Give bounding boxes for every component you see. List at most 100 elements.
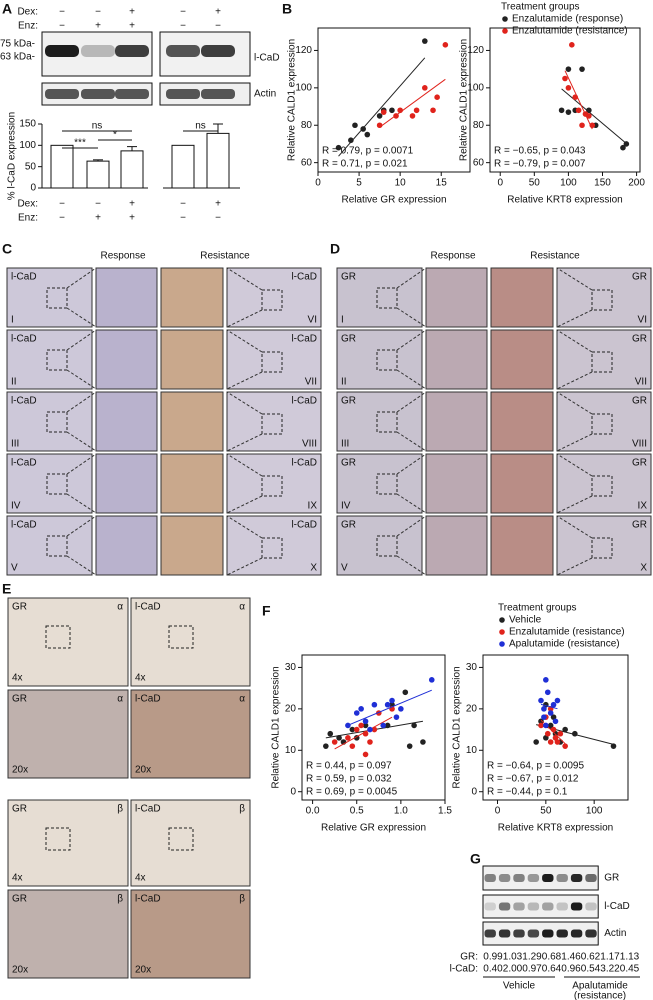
zoom-box xyxy=(376,411,398,433)
micrograph xyxy=(6,391,93,452)
point xyxy=(543,677,549,683)
stain-label: GR xyxy=(632,520,647,531)
bar xyxy=(171,144,195,189)
zoom-box xyxy=(168,827,194,851)
x-tick-label: 0 xyxy=(497,178,503,189)
band xyxy=(81,45,115,57)
magnification: 4x xyxy=(12,873,23,884)
stain-label: GR xyxy=(12,602,27,613)
annotation: R = −0.67, p = 0.012 xyxy=(487,774,579,785)
point xyxy=(558,107,565,114)
zoom-box xyxy=(261,289,283,311)
sample-label: α xyxy=(239,602,245,613)
legend-label: Enzalutamide (resistance) xyxy=(509,627,625,638)
y-tick-label: 0 xyxy=(471,786,477,797)
point xyxy=(565,109,572,115)
point xyxy=(367,739,373,745)
micrograph xyxy=(95,391,158,452)
section-numeral: X xyxy=(640,563,647,574)
band xyxy=(556,902,568,911)
micrograph xyxy=(130,889,251,979)
stain-label: GR xyxy=(341,520,356,531)
treatment-label: Dex: xyxy=(17,199,38,210)
panel-label: B xyxy=(282,1,292,17)
treatment-sign: − xyxy=(95,199,101,210)
micrograph xyxy=(336,515,423,576)
section-numeral: X xyxy=(310,563,317,574)
stain-label: l-CaD xyxy=(135,694,161,705)
rule xyxy=(556,495,593,514)
point xyxy=(353,710,360,716)
fit-line xyxy=(347,689,432,726)
y-tick-label: 120 xyxy=(467,45,484,56)
bar xyxy=(206,132,230,189)
micrograph xyxy=(95,515,158,576)
point xyxy=(442,42,449,48)
band xyxy=(484,929,496,938)
micrograph xyxy=(425,391,488,452)
point xyxy=(371,701,378,708)
y-tick-label: 10 xyxy=(466,745,478,756)
point xyxy=(541,714,547,720)
band xyxy=(527,874,540,882)
rule xyxy=(556,391,593,415)
treatment-sign: − xyxy=(215,21,221,32)
point xyxy=(538,697,544,704)
point xyxy=(389,107,395,114)
point xyxy=(569,42,575,48)
section-numeral: VI xyxy=(308,315,317,326)
rule xyxy=(66,431,97,452)
quant-value: 0.54 xyxy=(581,964,601,975)
point xyxy=(550,726,557,733)
y-axis-label: Relative CALD1 expression xyxy=(287,39,298,161)
rule xyxy=(226,309,263,328)
legend-label: Enzalutamide (resistance) xyxy=(512,26,628,37)
point xyxy=(586,113,592,119)
significance: ns xyxy=(195,121,206,132)
x-tick-label: 150 xyxy=(594,178,611,189)
fit-line xyxy=(379,78,446,128)
y-tick-label: 100 xyxy=(19,140,36,151)
stain-label: GR xyxy=(341,458,356,469)
stain-label: l-CaD xyxy=(11,396,37,407)
point xyxy=(409,113,416,119)
stain-label: l-CaD xyxy=(11,458,37,469)
y-tick-label: 0 xyxy=(30,183,36,194)
treatment-sign: − xyxy=(59,213,65,224)
x-tick-label: 0 xyxy=(315,178,321,189)
section-numeral: VI xyxy=(638,315,647,326)
rule xyxy=(66,493,97,514)
plot-frame xyxy=(482,654,629,801)
point xyxy=(562,726,568,733)
point xyxy=(345,722,351,729)
stain-label: GR xyxy=(632,272,647,283)
band xyxy=(570,929,583,938)
section-numeral: IV xyxy=(341,501,351,512)
column-header: Resistance xyxy=(530,251,580,262)
zoom-box xyxy=(376,287,398,309)
micrograph xyxy=(6,515,93,576)
point xyxy=(543,722,549,729)
band xyxy=(498,902,511,911)
quant-value: 0.96 xyxy=(561,964,581,975)
x-tick-label: 100 xyxy=(560,178,577,189)
section-numeral: II xyxy=(11,377,17,388)
bar xyxy=(120,150,144,189)
y-tick-label: 100 xyxy=(295,82,312,93)
zoom-box xyxy=(261,413,283,435)
point xyxy=(538,722,544,729)
micrograph xyxy=(336,267,423,328)
section-numeral: I xyxy=(11,315,14,326)
legend-label: Apalutamide (resistance) xyxy=(509,639,620,650)
band xyxy=(570,874,583,882)
plot-frame xyxy=(489,27,641,173)
band xyxy=(585,902,597,911)
x-tick-label: 10 xyxy=(395,178,407,189)
quant-value: 0.68 xyxy=(542,952,562,963)
band xyxy=(115,45,149,57)
column-header: Resistance xyxy=(200,251,250,262)
treatment-sign: − xyxy=(180,199,186,210)
plot-frame xyxy=(301,654,446,801)
stain-label: l-CaD xyxy=(291,458,317,469)
band xyxy=(498,874,511,882)
